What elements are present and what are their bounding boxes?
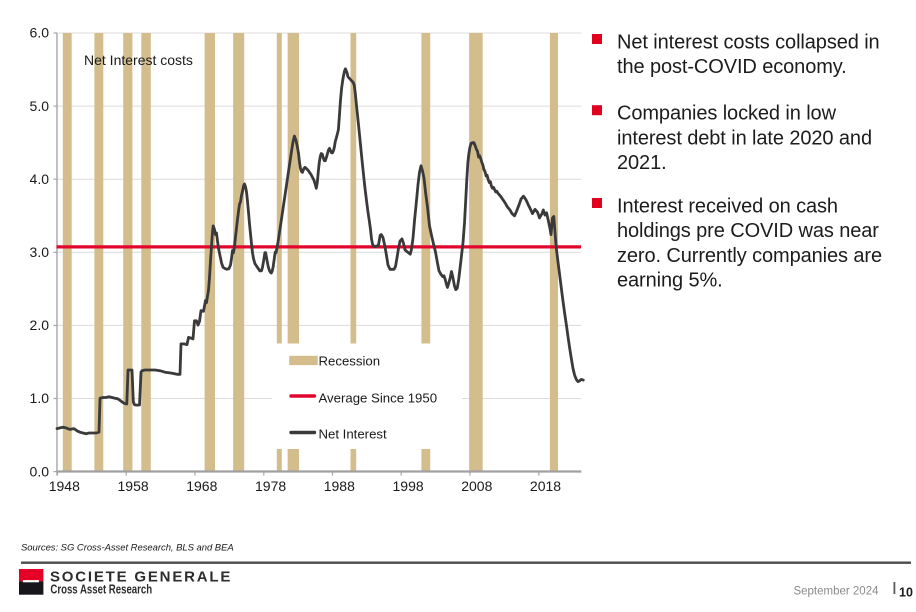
- svg-text:Cross Asset Research: Cross Asset Research: [50, 584, 152, 597]
- svg-text:the post-COVID economy.: the post-COVID economy.: [617, 56, 847, 78]
- svg-text:2021.: 2021.: [617, 152, 667, 174]
- svg-text:5.0: 5.0: [30, 98, 50, 114]
- svg-text:September 2024: September 2024: [793, 586, 879, 598]
- svg-text:holdings pre COVID was near: holdings pre COVID was near: [617, 220, 879, 242]
- svg-text:4.0: 4.0: [30, 171, 50, 187]
- svg-text:2.0: 2.0: [30, 317, 50, 333]
- svg-text:1.0: 1.0: [30, 390, 50, 406]
- svg-text:6.0: 6.0: [30, 25, 50, 41]
- svg-text:earning 5%.: earning 5%.: [617, 270, 723, 292]
- svg-text:1978: 1978: [255, 478, 286, 494]
- svg-text:Companies locked in low: Companies locked in low: [617, 103, 837, 125]
- svg-text:Sources: SG Cross-Asset Resear: Sources: SG Cross-Asset Research, BLS an…: [21, 543, 234, 554]
- svg-text:1958: 1958: [118, 478, 149, 494]
- svg-text:0.0: 0.0: [30, 463, 50, 479]
- svg-text:1998: 1998: [393, 478, 424, 494]
- svg-text:zero. Currently companies are: zero. Currently companies are: [617, 245, 882, 267]
- svg-text:1988: 1988: [324, 478, 355, 494]
- svg-text:2008: 2008: [461, 478, 492, 494]
- svg-text:Net interest costs collapsed i: Net interest costs collapsed in: [617, 31, 880, 53]
- svg-text:Average Since 1950: Average Since 1950: [319, 391, 438, 406]
- svg-text:Net Interest: Net Interest: [319, 427, 388, 442]
- svg-text:1948: 1948: [49, 478, 80, 494]
- svg-text:Net Interest costs: Net Interest costs: [84, 52, 193, 68]
- svg-text:1968: 1968: [186, 478, 217, 494]
- svg-text:2018: 2018: [530, 478, 561, 494]
- svg-text:SOCIETE GENERALE: SOCIETE GENERALE: [50, 569, 232, 586]
- svg-text:Interest received on cash: Interest received on cash: [617, 195, 838, 217]
- svg-text:interest debt in late 2020 and: interest debt in late 2020 and: [617, 127, 872, 149]
- svg-text:3.0: 3.0: [30, 244, 50, 260]
- svg-text:Recession: Recession: [319, 354, 381, 369]
- svg-text:10: 10: [899, 586, 913, 600]
